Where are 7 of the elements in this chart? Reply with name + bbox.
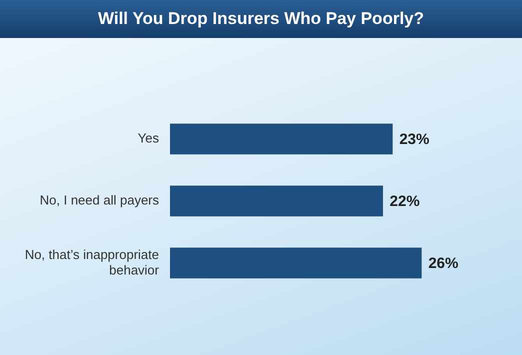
chart-title: Will You Drop Insurers Who Pay Poorly? <box>0 0 522 38</box>
y-tick-label: Yes <box>138 130 160 146</box>
data-label: 26% <box>428 255 458 272</box>
data-label: 22% <box>390 193 420 210</box>
data-label: 23% <box>399 131 430 148</box>
y-tick-label: No, I need all payers <box>40 192 160 208</box>
y-tick-label: No, that’s inappropriate behavior <box>24 246 160 278</box>
